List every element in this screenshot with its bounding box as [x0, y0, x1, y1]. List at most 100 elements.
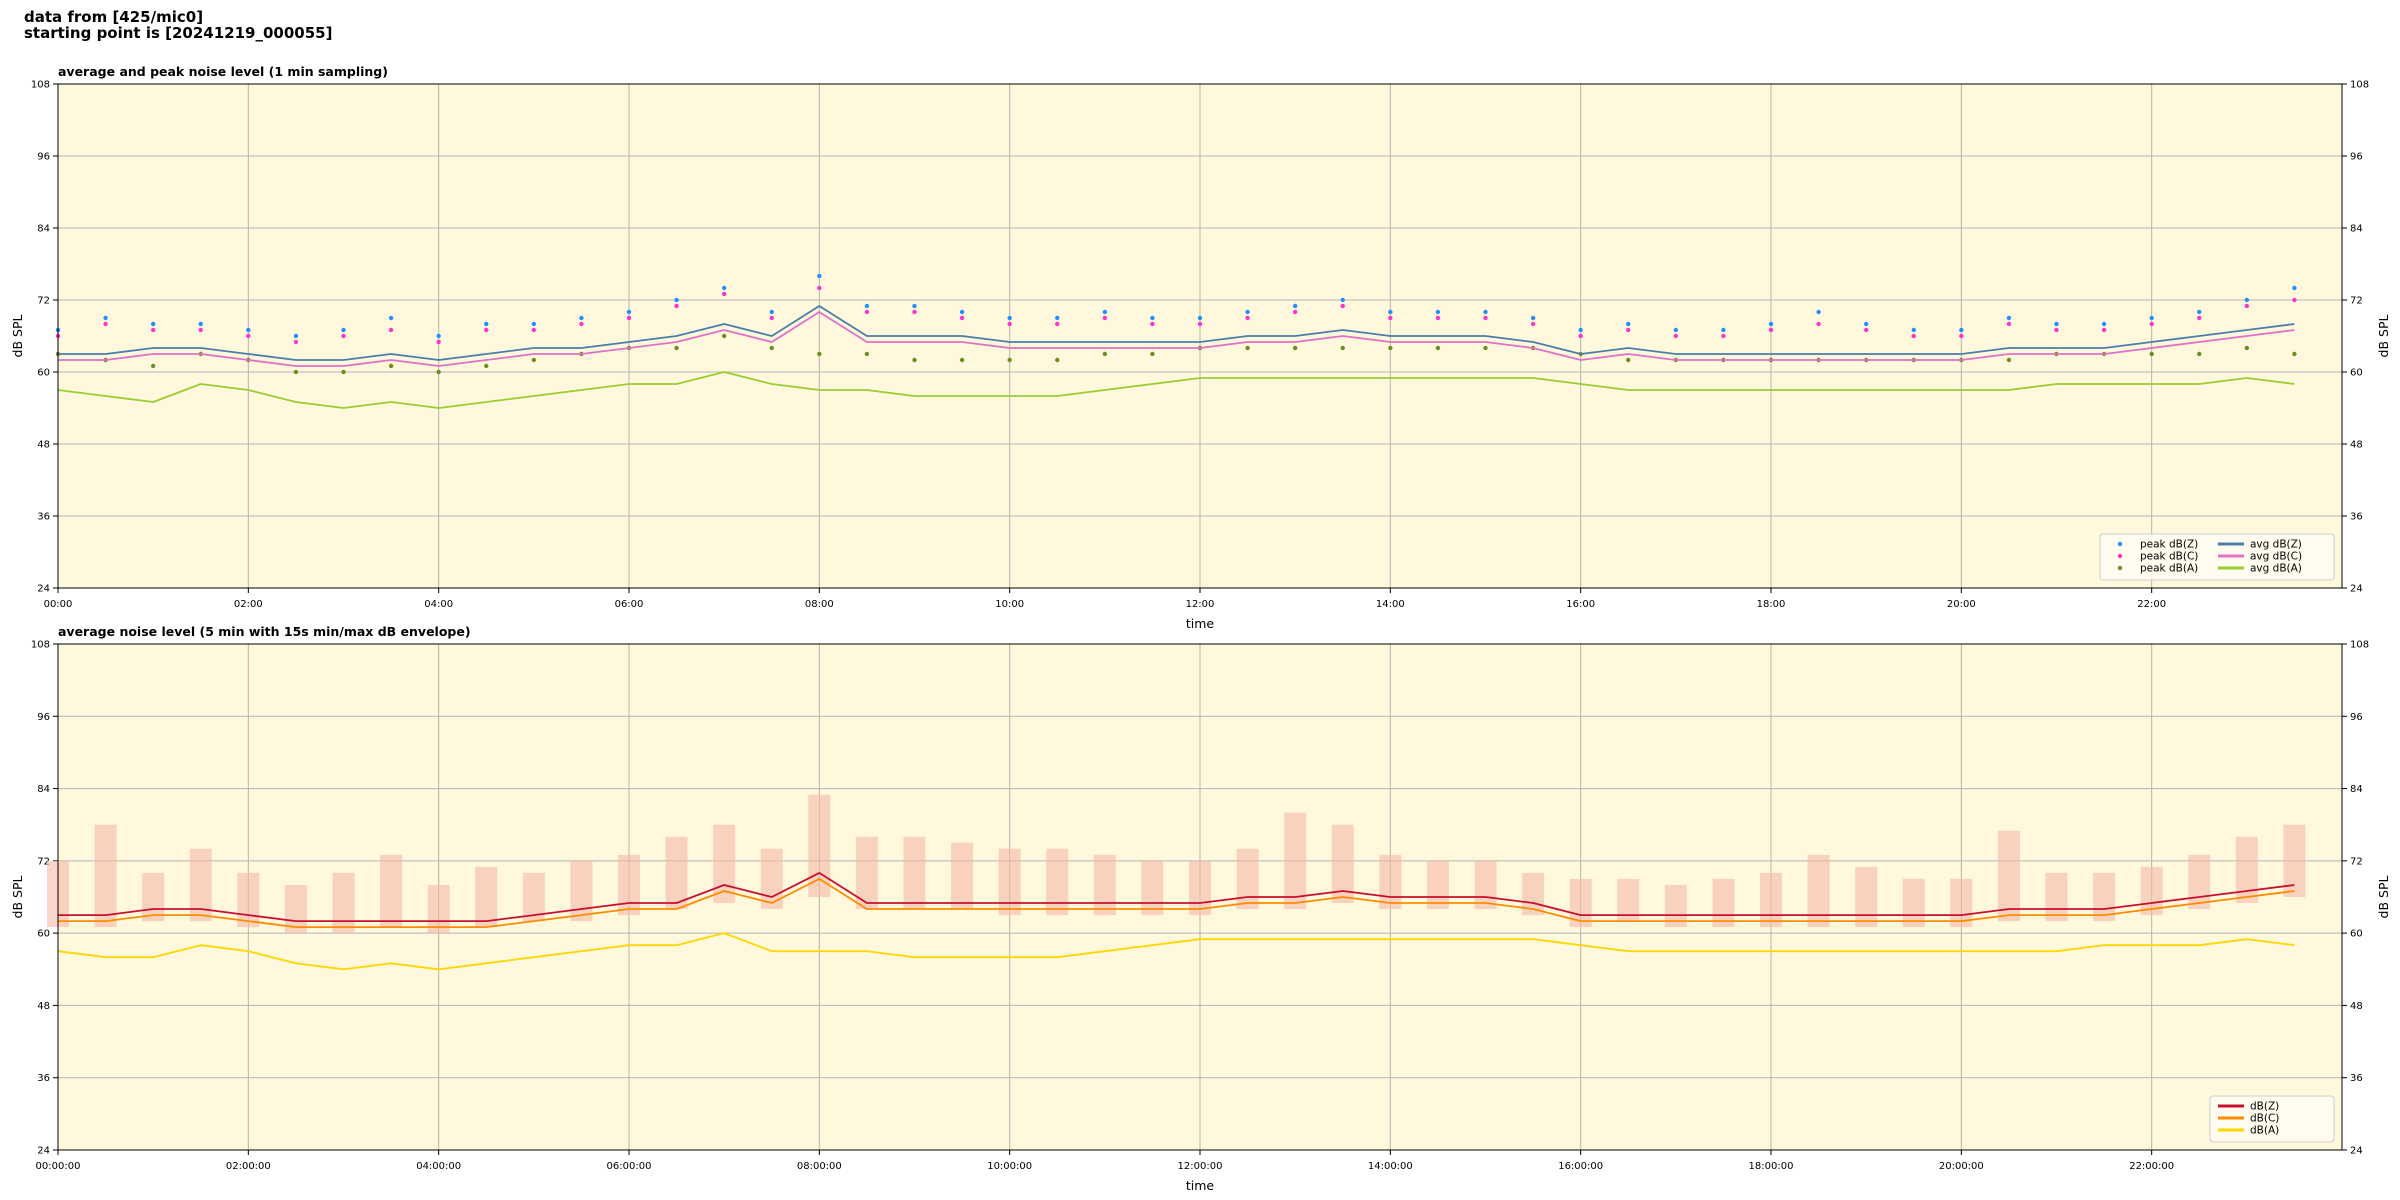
- peak-point: [1626, 327, 1631, 333]
- peak-point: [293, 339, 299, 345]
- y-tick-label: 84: [37, 784, 50, 795]
- peak-point: [1721, 327, 1726, 333]
- peak-point: [1768, 327, 1774, 333]
- peak-point: [1150, 351, 1155, 357]
- series-line: [58, 872, 2295, 922]
- y-tick-label: 108: [2350, 80, 2369, 91]
- peak-point: [864, 351, 870, 357]
- peak-point: [1578, 327, 1583, 333]
- peak-point: [1626, 321, 1631, 327]
- series-line: [57, 932, 2295, 971]
- peak-point: [1388, 309, 1393, 315]
- legend-label: avg dB(C): [2250, 551, 2302, 563]
- y-tick-label: 96: [2350, 712, 2363, 723]
- peak-point: [531, 327, 537, 333]
- x-tick-label: 00:00: [44, 599, 73, 610]
- x-tick-label: 08:00:00: [797, 1161, 842, 1172]
- peak-point: [1863, 321, 1869, 327]
- peak-point: [1292, 303, 1298, 309]
- peak-point: [2006, 321, 2012, 327]
- peak-point: [293, 333, 299, 339]
- x-tick-label: 14:00: [1376, 599, 1405, 610]
- peak-point: [2101, 321, 2107, 327]
- x-tick-label: 10:00: [995, 599, 1024, 610]
- peak-point: [293, 369, 299, 375]
- legend-label: peak dB(Z): [2140, 539, 2198, 551]
- x-tick-label: 02:00: [234, 599, 263, 610]
- x-tick-label: 18:00: [1757, 599, 1786, 610]
- legend-marker: [2117, 553, 2123, 559]
- y-tick-label: 96: [2350, 152, 2363, 163]
- peak-point: [1626, 357, 1631, 363]
- x-tick-label: 22:00:00: [2129, 1161, 2174, 1172]
- peak-point: [2244, 345, 2250, 351]
- x-tick-label: 18:00:00: [1749, 1161, 1794, 1172]
- peak-point: [341, 333, 346, 339]
- peak-point: [1816, 321, 1821, 327]
- y-tick-label: 36: [37, 512, 50, 523]
- plot-frame: [57, 83, 2343, 589]
- series-line: [58, 305, 2295, 361]
- y-tick-label: 36: [2350, 1073, 2363, 1084]
- y-tick-label: 24: [37, 1146, 50, 1157]
- y-tick-label: 108: [31, 640, 50, 651]
- plot-frame: [57, 643, 2343, 1151]
- peak-point: [1911, 327, 1916, 333]
- y-tick-label: 84: [2350, 224, 2363, 235]
- peak-point: [1292, 345, 1298, 351]
- peak-point: [769, 315, 774, 321]
- x-tick-label: 06:00:00: [607, 1161, 652, 1172]
- peak-point: [436, 333, 441, 339]
- y-axis-label: dB SPL: [2376, 876, 2391, 919]
- peak-point: [1340, 345, 1345, 351]
- peak-point: [1055, 357, 1060, 363]
- peak-point: [1150, 321, 1155, 327]
- x-tick-label: 22:00: [2137, 599, 2166, 610]
- x-tick-label: 04:00: [424, 599, 453, 610]
- peak-point: [2197, 315, 2202, 321]
- peak-point: [103, 315, 108, 321]
- peak-point: [388, 363, 394, 369]
- y-tick-label: 24: [2350, 584, 2363, 595]
- peak-point: [1483, 315, 1488, 321]
- peak-point: [2054, 327, 2059, 333]
- peak-point: [2197, 309, 2202, 315]
- y-tick-label: 96: [37, 712, 50, 723]
- peak-point: [1721, 333, 1726, 339]
- peak-point: [1435, 315, 1441, 321]
- peak-point: [1055, 321, 1060, 327]
- peak-point: [674, 297, 679, 303]
- peak-point: [436, 339, 441, 345]
- y-tick-label: 48: [37, 440, 50, 451]
- series-line: [58, 311, 2295, 367]
- legend-box: [2099, 533, 2335, 581]
- peak-point: [769, 345, 774, 351]
- peak-point: [1530, 315, 1536, 321]
- peak-point: [959, 309, 965, 315]
- peak-point: [2149, 315, 2154, 321]
- peak-point: [1245, 315, 1250, 321]
- peak-point: [2149, 351, 2154, 357]
- peak-point: [484, 363, 489, 369]
- peak-point: [1673, 327, 1679, 333]
- x-tick-label: 12:00:00: [1178, 1161, 1223, 1172]
- legend-label: dB(Z): [2250, 1101, 2279, 1113]
- peak-point: [1245, 309, 1250, 315]
- y-tick-label: 48: [2350, 440, 2363, 451]
- peak-point: [912, 303, 917, 309]
- chart-title: average and peak noise level (1 min samp…: [58, 64, 388, 79]
- peak-point: [2197, 351, 2202, 357]
- y-tick-label: 72: [37, 856, 50, 867]
- chart-title: average noise level (5 min with 15s min/…: [58, 624, 471, 639]
- peak-point: [769, 309, 774, 315]
- header-line: data from [425/mic0]: [24, 8, 203, 26]
- y-tick-label: 60: [2350, 929, 2363, 940]
- y-axis-label: dB SPL: [10, 876, 25, 919]
- y-tick-label: 48: [2350, 1001, 2363, 1012]
- y-tick-label: 108: [31, 80, 50, 91]
- peak-point: [1007, 321, 1012, 327]
- peak-point: [341, 369, 346, 375]
- peak-point: [388, 327, 394, 333]
- peak-point: [1435, 309, 1441, 315]
- y-tick-label: 84: [37, 224, 50, 235]
